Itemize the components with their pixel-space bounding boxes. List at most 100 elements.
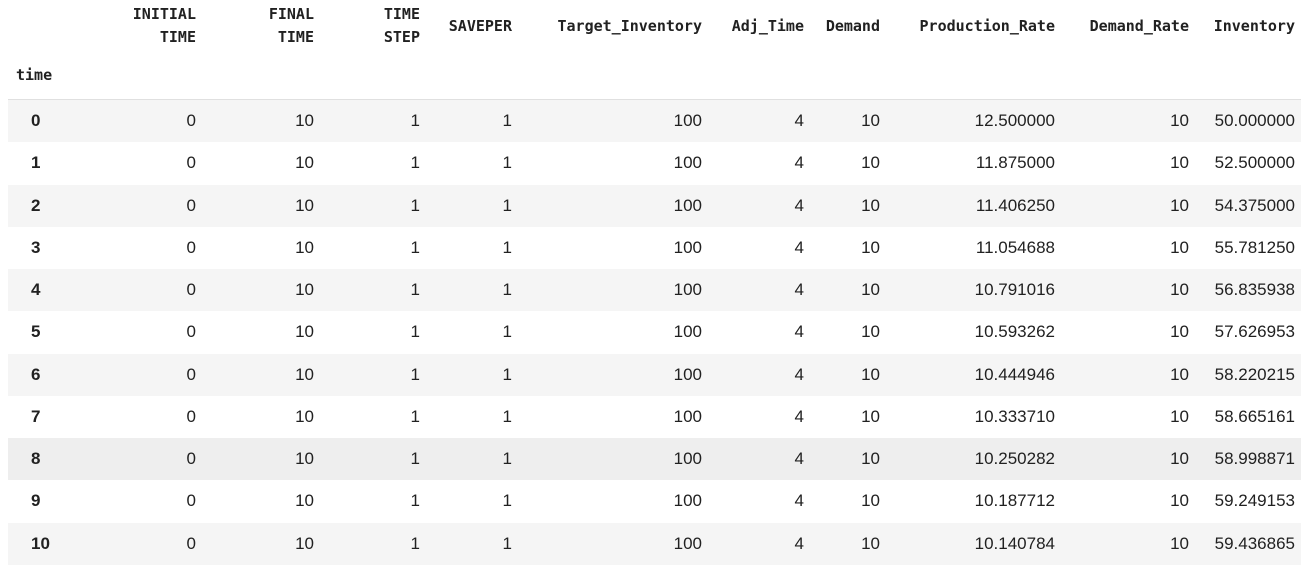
table-cell: 59.436865 <box>1214 533 1295 553</box>
table-cell: 100 <box>673 322 702 342</box>
row-index: 1 <box>31 153 41 173</box>
table-cell: 4 <box>794 111 804 131</box>
table-cell: 10 <box>1170 153 1189 173</box>
column-header-line: SAVEPER <box>448 16 512 35</box>
column-header-line: Demand <box>825 16 880 35</box>
column-header: Demand <box>810 0 886 52</box>
table-cell: 1 <box>410 322 420 342</box>
table-cell: 10 <box>861 322 880 342</box>
column-header-line: FINAL <box>268 5 314 23</box>
table-cell: 1 <box>502 322 512 342</box>
table-header: INITIAL TIME FINAL TIME TIME STEP SAVEPER Targe… <box>8 0 1301 100</box>
table-cell: 1 <box>502 153 512 173</box>
table-row: 8 0 10 1 1 100 4 10 10.250282 10 58.998871 <box>8 438 1301 481</box>
column-header-line: INITIAL <box>132 5 196 23</box>
table-cell: 10 <box>295 280 314 300</box>
table-cell: 57.626953 <box>1214 322 1295 342</box>
table-cell: 10 <box>295 449 314 469</box>
table-cell: 10 <box>1170 491 1189 511</box>
table-cell: 10 <box>295 111 314 131</box>
row-index: 8 <box>31 449 41 469</box>
table-cell: 1 <box>502 195 512 215</box>
table-cell: 10 <box>861 195 880 215</box>
table-cell: 1 <box>502 406 512 426</box>
table-cell: 10 <box>861 491 880 511</box>
table-cell: 100 <box>673 406 702 426</box>
table-cell: 10 <box>861 153 880 173</box>
table-cell: 10 <box>1170 406 1189 426</box>
table-cell: 10 <box>861 406 880 426</box>
index-name-row: time <box>8 52 1301 100</box>
table-row: 9 0 10 1 1 100 4 10 10.187712 10 59.249153 <box>8 480 1301 523</box>
table-cell: 0 <box>186 491 196 511</box>
table-cell: 10 <box>295 364 314 384</box>
table-cell: 100 <box>673 195 702 215</box>
table-cell: 100 <box>673 237 702 257</box>
table-cell: 4 <box>794 406 804 426</box>
table-cell: 1 <box>410 111 420 131</box>
table-cell: 10 <box>295 491 314 511</box>
table-cell: 10 <box>295 406 314 426</box>
table-cell: 10 <box>1170 237 1189 257</box>
column-header: Target_Inventory <box>518 0 708 52</box>
table-cell: 4 <box>794 237 804 257</box>
table-cell: 52.500000 <box>1214 153 1295 173</box>
index-name-label: time <box>8 52 68 100</box>
dataframe-table: INITIAL TIME FINAL TIME TIME STEP SAVEPER Targe… <box>8 0 1301 565</box>
column-header: Inventory <box>1195 0 1301 52</box>
table-cell: 10 <box>861 111 880 131</box>
table-cell: 11.875000 <box>975 153 1055 173</box>
row-index: 6 <box>31 364 41 384</box>
table-cell: 0 <box>186 237 196 257</box>
table-cell: 1 <box>410 533 420 553</box>
table-row: 7 0 10 1 1 100 4 10 10.333710 10 58.665161 <box>8 395 1301 438</box>
table-cell: 1 <box>410 237 420 257</box>
table-cell: 4 <box>794 153 804 173</box>
column-header: SAVEPER <box>426 0 518 52</box>
index-corner-cell <box>8 0 68 52</box>
table-cell: 10 <box>1170 364 1189 384</box>
row-index: 7 <box>31 406 41 426</box>
table-cell: 100 <box>673 153 702 173</box>
row-index: 0 <box>31 111 41 131</box>
table-cell: 50.000000 <box>1214 111 1295 131</box>
table-cell: 1 <box>502 280 512 300</box>
table-cell: 0 <box>186 322 196 342</box>
column-header: Adj_Time <box>708 0 810 52</box>
table-cell: 100 <box>673 449 702 469</box>
table-row: 3 0 10 1 1 100 4 10 11.054688 10 55.781250 <box>8 226 1301 269</box>
column-header-line: Production_Rate <box>919 16 1055 35</box>
table-cell: 58.998871 <box>1214 449 1295 469</box>
table-cell: 10 <box>861 364 880 384</box>
table-cell: 10 <box>861 237 880 257</box>
table-cell: 0 <box>186 364 196 384</box>
table-body: 0 0 10 1 1 100 4 10 12.500000 10 50.000000 1 0 10 1 1 10… <box>8 99 1301 565</box>
column-header: Production_Rate <box>886 0 1061 52</box>
row-index: 4 <box>31 280 41 300</box>
table-cell: 10 <box>1170 280 1189 300</box>
table-cell: 4 <box>794 449 804 469</box>
column-header: FINAL TIME <box>202 0 320 52</box>
table-cell: 0 <box>186 111 196 131</box>
column-header: TIME STEP <box>320 0 426 52</box>
row-index: 3 <box>31 237 41 257</box>
column-header: Demand_Rate <box>1061 0 1195 52</box>
table-cell: 1 <box>410 195 420 215</box>
table-cell: 0 <box>186 153 196 173</box>
table-cell: 10.593262 <box>974 322 1055 342</box>
column-header-line: TIME <box>383 5 420 23</box>
table-cell: 10 <box>295 322 314 342</box>
column-header-row: INITIAL TIME FINAL TIME TIME STEP SAVEPER Targe… <box>8 0 1301 52</box>
table-cell: 58.665161 <box>1214 406 1295 426</box>
table-cell: 1 <box>410 364 420 384</box>
table-cell: 54.375000 <box>1214 195 1295 215</box>
table-cell: 0 <box>186 449 196 469</box>
table-row: 0 0 10 1 1 100 4 10 12.500000 10 50.000000 <box>8 99 1301 143</box>
table-cell: 10.791016 <box>974 280 1055 300</box>
table-row: 4 0 10 1 1 100 4 10 10.791016 10 56.835938 <box>8 269 1301 312</box>
column-header: INITIAL TIME <box>68 0 202 52</box>
table-cell: 10 <box>1170 322 1189 342</box>
table-cell: 1 <box>502 449 512 469</box>
table-cell: 4 <box>794 280 804 300</box>
table-cell: 11.406250 <box>975 195 1055 215</box>
